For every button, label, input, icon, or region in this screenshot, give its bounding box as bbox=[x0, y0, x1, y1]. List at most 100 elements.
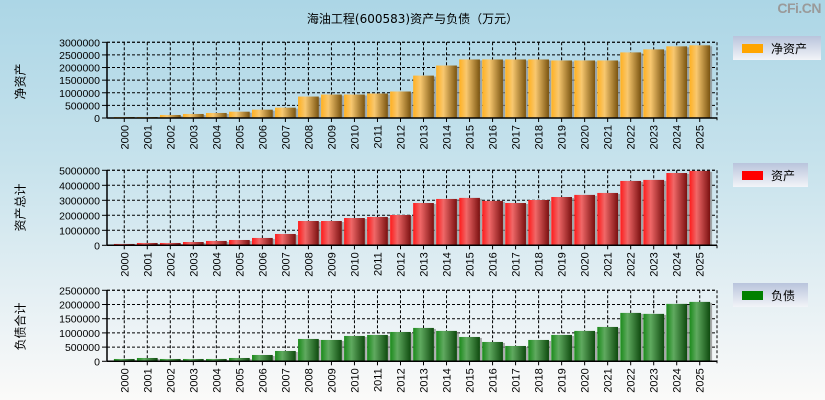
x-tick-label: 2016 bbox=[488, 125, 500, 149]
bar-total-assets-2001 bbox=[136, 242, 158, 246]
x-tick-label: 2005 bbox=[234, 368, 246, 392]
y-tick-label: 2000000 bbox=[59, 300, 100, 312]
bar-net-assets-2006 bbox=[252, 109, 273, 118]
x-tick-label: 2004 bbox=[211, 252, 223, 276]
x-tick-label: 2009 bbox=[326, 125, 338, 149]
bar-total-assets-2009 bbox=[321, 221, 342, 246]
bar-net-assets-2024 bbox=[666, 46, 688, 118]
x-tick-label: 2010 bbox=[349, 368, 361, 392]
x-tick-label: 2005 bbox=[234, 125, 246, 149]
legend-label-net-assets: 净资产 bbox=[771, 41, 808, 56]
x-tick-label: 2015 bbox=[465, 125, 477, 149]
x-tick-label: 2001 bbox=[142, 125, 154, 149]
bar-net-assets-2018 bbox=[528, 59, 549, 118]
x-tick-label: 2019 bbox=[557, 125, 569, 149]
y-tick-label: 4000000 bbox=[59, 180, 100, 192]
x-tick-label: 2022 bbox=[626, 125, 638, 149]
y-tick-label: 5000000 bbox=[59, 165, 100, 177]
bar-total-assets-2011 bbox=[367, 216, 388, 246]
bar-net-assets-2022 bbox=[620, 52, 642, 118]
x-tick-label: 2008 bbox=[303, 368, 315, 392]
y-tick-label: 1000000 bbox=[59, 88, 100, 100]
brand-logo: CFi.CN bbox=[777, 0, 821, 16]
bar-net-assets-2005 bbox=[229, 111, 250, 118]
x-tick-label: 2003 bbox=[188, 252, 200, 276]
bar-total-liabilities-2023 bbox=[643, 313, 665, 362]
bar-net-assets-2010 bbox=[344, 94, 365, 118]
legend-swatch-total-assets bbox=[742, 170, 763, 180]
y-tick-label: 1500000 bbox=[59, 314, 100, 326]
bar-total-assets-2015 bbox=[459, 197, 480, 246]
x-tick-label: 2025 bbox=[695, 125, 707, 149]
bar-total-liabilities-2010 bbox=[344, 335, 365, 362]
y-tick-label: 3000000 bbox=[59, 37, 100, 49]
bar-total-liabilities-2007 bbox=[275, 350, 296, 362]
x-tick-label: 2017 bbox=[511, 368, 523, 392]
x-tick-label: 2021 bbox=[603, 125, 615, 149]
bar-net-assets-2019 bbox=[551, 60, 572, 118]
bar-total-assets-2024 bbox=[666, 173, 688, 246]
x-tick-label: 2004 bbox=[211, 125, 223, 149]
bar-total-liabilities-2002 bbox=[159, 358, 181, 362]
x-tick-label: 2011 bbox=[372, 252, 384, 276]
x-tick-label: 2020 bbox=[580, 368, 592, 392]
y-tick-label: 0 bbox=[94, 240, 100, 252]
x-tick-label: 2023 bbox=[649, 125, 661, 149]
bar-net-assets-2025 bbox=[689, 45, 711, 118]
x-tick-label: 2017 bbox=[511, 125, 523, 149]
x-tick-label: 2004 bbox=[211, 368, 223, 392]
y-axis-title-total-assets: 资产总计 bbox=[13, 183, 28, 232]
bar-total-liabilities-2001 bbox=[136, 357, 158, 362]
x-tick-label: 2005 bbox=[234, 252, 246, 276]
bar-total-assets-2017 bbox=[505, 203, 526, 246]
x-tick-label: 2012 bbox=[395, 252, 407, 276]
x-tick-label: 2002 bbox=[165, 252, 177, 276]
x-tick-label: 2010 bbox=[349, 125, 361, 149]
x-tick-label: 2025 bbox=[695, 252, 707, 276]
x-tick-label: 2003 bbox=[188, 368, 200, 392]
x-tick-label: 2022 bbox=[626, 252, 638, 276]
x-tick-label: 2018 bbox=[534, 252, 546, 276]
x-tick-label: 2018 bbox=[534, 368, 546, 392]
x-tick-label: 2003 bbox=[188, 125, 200, 149]
x-tick-label: 2001 bbox=[142, 368, 154, 392]
bar-total-liabilities-2009 bbox=[321, 339, 342, 362]
x-tick-label: 2020 bbox=[580, 125, 592, 149]
bar-total-assets-2025 bbox=[689, 170, 711, 246]
x-tick-label: 2006 bbox=[257, 125, 269, 149]
bar-net-assets-2020 bbox=[574, 60, 595, 118]
x-tick-label: 2016 bbox=[488, 252, 500, 276]
bar-net-assets-2015 bbox=[459, 59, 480, 118]
bar-total-liabilities-2011 bbox=[367, 334, 388, 362]
x-tick-label: 2019 bbox=[557, 252, 569, 276]
legend-total-liabilities: 负债 bbox=[733, 283, 808, 307]
y-tick-label: 2000000 bbox=[59, 210, 100, 222]
y-tick-label: 1000000 bbox=[59, 328, 100, 340]
x-tick-label: 2011 bbox=[372, 368, 384, 392]
x-tick-label: 2009 bbox=[326, 368, 338, 392]
bar-total-assets-2007 bbox=[275, 233, 296, 246]
x-tick-label: 2020 bbox=[580, 252, 592, 276]
y-tick-label: 0 bbox=[94, 356, 100, 368]
bar-total-assets-2016 bbox=[482, 200, 503, 246]
y-axis-title-net-assets: 净资产 bbox=[13, 63, 28, 100]
bar-total-assets-2021 bbox=[597, 192, 619, 246]
bar-net-assets-2007 bbox=[275, 107, 296, 118]
x-tick-label: 2006 bbox=[257, 252, 269, 276]
legend-total-assets: 资产 bbox=[733, 163, 808, 187]
bar-total-assets-2010 bbox=[344, 218, 365, 246]
bar-total-assets-2013 bbox=[413, 203, 434, 246]
bar-total-liabilities-2015 bbox=[459, 336, 480, 362]
bar-net-assets-2021 bbox=[597, 60, 619, 118]
bar-total-liabilities-2008 bbox=[298, 338, 319, 362]
x-tick-label: 2002 bbox=[165, 125, 177, 149]
x-tick-label: 2014 bbox=[442, 125, 454, 149]
bar-total-liabilities-2018 bbox=[528, 339, 549, 362]
x-tick-label: 2006 bbox=[257, 368, 269, 392]
bar-total-liabilities-2013 bbox=[413, 327, 434, 362]
x-tick-label: 2007 bbox=[280, 368, 292, 392]
x-tick-label: 2013 bbox=[419, 252, 431, 276]
bar-total-liabilities-2006 bbox=[252, 354, 273, 362]
x-tick-label: 2013 bbox=[419, 125, 431, 149]
bar-total-assets-2008 bbox=[298, 221, 319, 246]
